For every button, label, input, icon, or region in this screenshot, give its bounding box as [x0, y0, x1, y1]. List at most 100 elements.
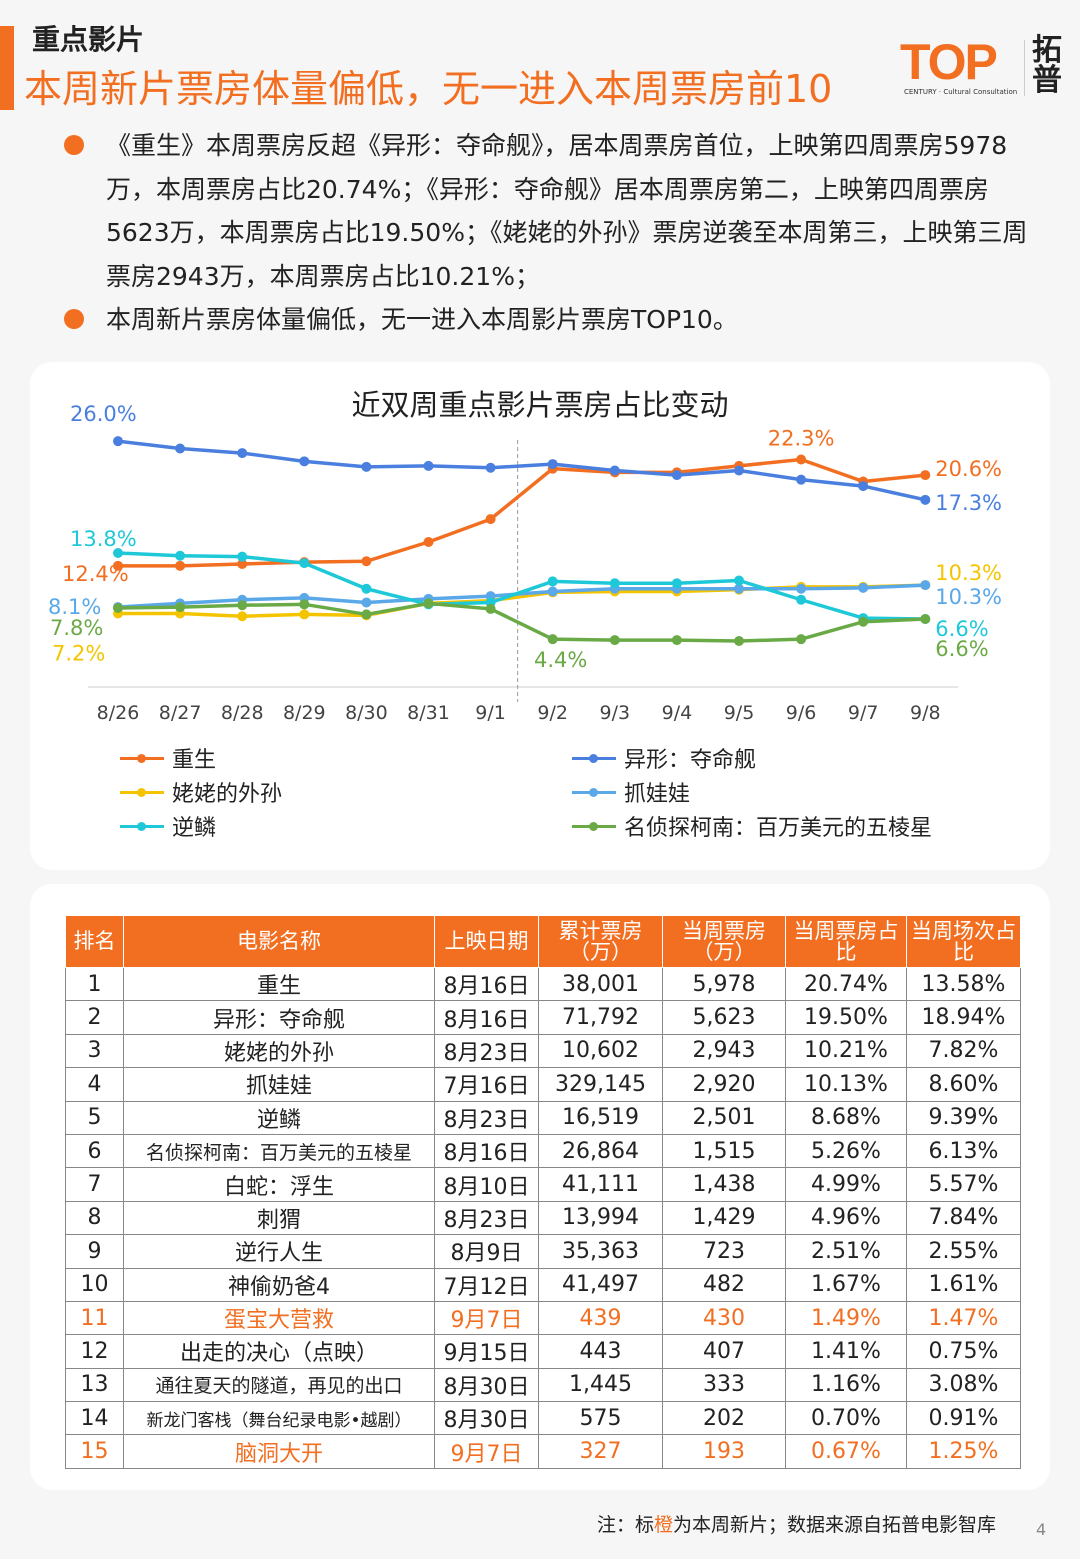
data-point: [237, 448, 248, 459]
data-point: [796, 583, 807, 594]
legend-swatch-icon: [572, 785, 616, 799]
cell-total: 443: [538, 1334, 663, 1369]
cell-name: 姥姥的外孙: [123, 1033, 435, 1069]
table-row: 10 神偷奶爸4 7月12日 41,497 482 1.67% 1.61%: [65, 1267, 1021, 1302]
cell-week: 1,438: [662, 1167, 786, 1202]
data-point: [858, 582, 869, 593]
data-point: [113, 560, 123, 571]
legend-dot: [589, 754, 598, 763]
legend-label: 抓娃娃: [624, 782, 691, 807]
cell-week: 1,429: [662, 1200, 786, 1236]
cell-rank: 13: [65, 1367, 124, 1403]
cell-screen: 8.60%: [906, 1067, 1021, 1102]
cell-date: 9月7日: [434, 1434, 539, 1469]
data-point: [361, 461, 372, 472]
footnote-suffix: 为本周新片；数据来源自拓普电影智库: [673, 1514, 997, 1536]
data-point: [113, 603, 123, 613]
cell-rank: 6: [65, 1133, 124, 1169]
cell-rank: 10: [65, 1267, 124, 1302]
table-row: 1 重生 8月16日 38,001 5,978 20.74% 13.58%: [65, 966, 1021, 1002]
x-tick-label: 9/7: [848, 702, 879, 724]
legend-swatch-icon: [120, 785, 164, 799]
logo-subtitle: CENTURY · Cultural Consultation: [904, 88, 1018, 96]
data-label: 22.3%: [768, 427, 835, 451]
cell-total: 38,001: [538, 966, 663, 1002]
cell-total: 327: [538, 1434, 663, 1469]
cell-rank: 1: [65, 966, 124, 1002]
cell-share: 4.96%: [785, 1200, 907, 1236]
data-label: 10.3%: [935, 561, 1002, 585]
cell-week: 482: [662, 1267, 786, 1302]
data-point: [299, 558, 310, 569]
top-logo: TOP CENTURY · Cultural Consultation 拓普: [900, 36, 1070, 100]
legend-item: 异形：夺命舰: [572, 742, 756, 774]
cell-screen: 1.47%: [906, 1300, 1021, 1336]
cell-week: 2,920: [662, 1067, 786, 1102]
cell-screen: 6.13%: [906, 1133, 1021, 1169]
cell-total: 575: [538, 1401, 663, 1436]
legend-dot: [137, 754, 146, 763]
table-row: 9 逆行人生 8月9日 35,363 723 2.51% 2.55%: [65, 1234, 1021, 1269]
bullet-dot-icon: [64, 309, 84, 329]
cell-date: 8月16日: [434, 966, 539, 1002]
cell-name: 通往夏天的隧道，再见的出口: [123, 1367, 435, 1403]
cell-week: 202: [662, 1401, 786, 1436]
x-tick-label: 9/8: [910, 702, 941, 724]
bullet-dot-icon: [64, 135, 84, 155]
cell-total: 41,111: [538, 1167, 663, 1202]
cell-name: 刺猬: [123, 1200, 435, 1236]
accent-bar: [0, 26, 14, 110]
cell-name: 神偷奶爸4: [123, 1267, 435, 1302]
data-point: [920, 580, 931, 591]
cell-share: 19.50%: [785, 1000, 907, 1035]
data-point: [920, 614, 931, 624]
data-point: [796, 594, 807, 605]
legend-dot: [589, 822, 598, 831]
cell-total: 439: [538, 1300, 663, 1336]
data-label: 17.3%: [935, 491, 1002, 515]
cell-date: 8月10日: [434, 1167, 539, 1202]
cell-share: 1.49%: [785, 1300, 907, 1336]
table-row: 4 抓娃娃 7月16日 329,145 2,920 10.13% 8.60%: [65, 1067, 1021, 1102]
table-row: 14 新龙门客栈（舞台纪录电影•越剧） 8月30日 575 202 0.70% 0.91%: [65, 1401, 1021, 1436]
data-point: [113, 548, 123, 558]
data-point: [609, 465, 620, 476]
legend-item: 逆鳞: [120, 810, 216, 842]
cell-name: 重生: [123, 966, 435, 1002]
x-tick-label: 8/30: [345, 702, 388, 724]
series-line: [117, 551, 926, 621]
bullet-text: 《重生》本周票房反超《异形：夺命舰》，居本周票房首位，上映第四周票房5978万，…: [106, 131, 1028, 291]
data-point: [671, 578, 682, 589]
cell-date: 7月16日: [434, 1067, 539, 1102]
footnote-prefix: 注：标: [597, 1514, 655, 1536]
data-point: [920, 470, 931, 481]
col-header-name: 电影名称: [123, 915, 435, 968]
cell-screen: 3.08%: [906, 1367, 1021, 1403]
cell-screen: 18.94%: [906, 1000, 1021, 1035]
legend-item: 抓娃娃: [572, 776, 690, 808]
cell-name: 抓娃娃: [123, 1067, 435, 1102]
data-point: [175, 602, 186, 613]
data-point: [423, 460, 434, 471]
data-point: [547, 634, 558, 645]
data-point: [547, 459, 558, 470]
x-tick-label: 9/2: [537, 702, 568, 724]
legend-label: 逆鳞: [172, 816, 217, 841]
cell-screen: 0.91%: [906, 1401, 1021, 1436]
table-row: 3 姥姥的外孙 8月23日 10,602 2,943 10.21% 7.82%: [65, 1033, 1021, 1069]
data-label: 4.4%: [534, 648, 587, 672]
data-point: [734, 636, 744, 646]
series-line: [117, 601, 926, 643]
x-tick-label: 9/6: [786, 702, 817, 724]
cell-share: 1.16%: [785, 1367, 907, 1403]
x-tick-label: 8/29: [283, 702, 326, 724]
cell-name: 逆鳞: [123, 1100, 435, 1135]
data-point: [858, 616, 869, 627]
data-point: [547, 576, 558, 587]
data-label: 13.8%: [70, 527, 137, 551]
legend-label: 名侦探柯南：百万美元的五棱星: [624, 816, 933, 841]
bullet-item: 《重生》本周票房反超《异形：夺命舰》，居本周票房首位，上映第四周票房5978万，…: [60, 124, 1040, 298]
cell-rank: 9: [65, 1234, 124, 1269]
table-row: 6 名侦探柯南：百万美元的五棱星 8月16日 26,864 1,515 5.26% 6.13…: [65, 1133, 1021, 1169]
legend-item: 名侦探柯南：百万美元的五棱星: [572, 810, 932, 842]
